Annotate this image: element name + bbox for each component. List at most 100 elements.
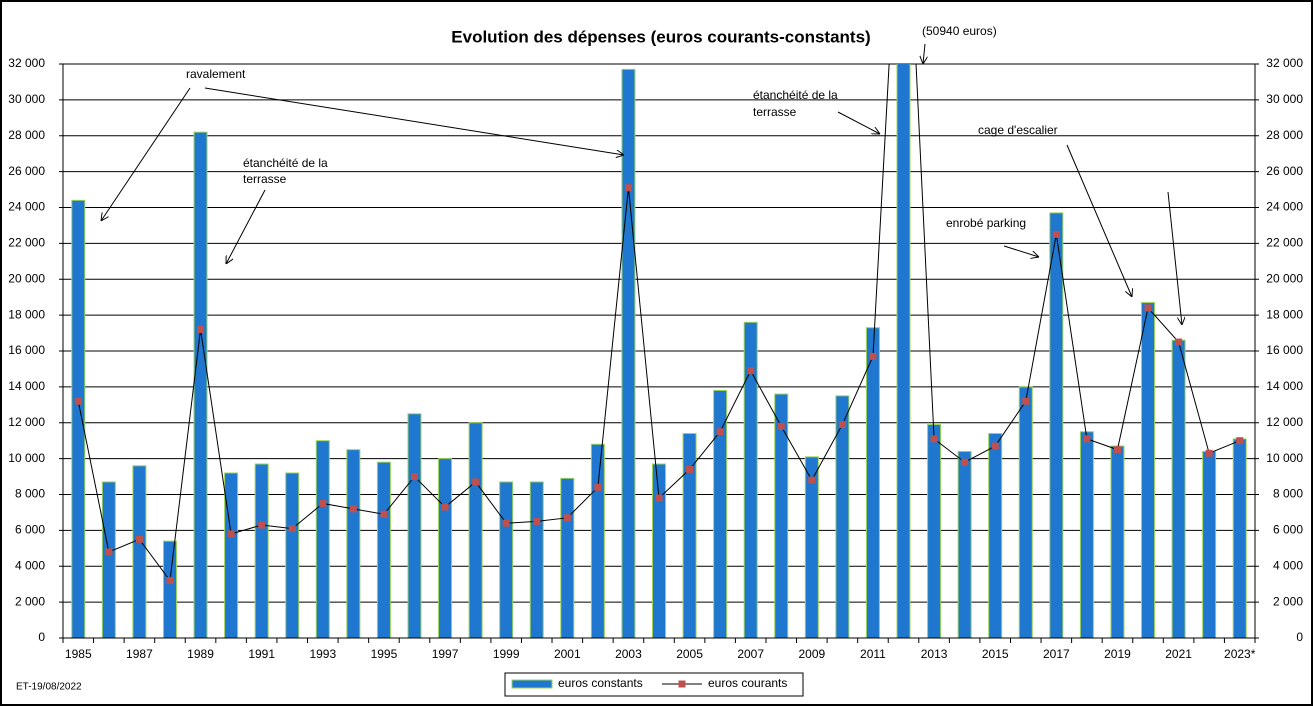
line-marker xyxy=(563,514,571,522)
x-tick-label: 1987 xyxy=(126,647,153,661)
y2-tick-label: 26 000 xyxy=(1266,164,1303,178)
arrow xyxy=(1066,144,1132,297)
y-tick-label: 20 000 xyxy=(8,271,45,285)
bar xyxy=(896,64,911,638)
bar xyxy=(1018,386,1033,638)
bar xyxy=(682,433,697,638)
y2-tick-label: 2 000 xyxy=(1273,594,1303,608)
line-marker xyxy=(349,505,357,513)
line-marker xyxy=(1052,230,1060,238)
y-tick-label: 12 000 xyxy=(8,415,45,429)
y-tick-label: 6 000 xyxy=(15,523,45,537)
x-tick-label: 2011 xyxy=(860,647,886,661)
y2-tick-label: 6 000 xyxy=(1273,523,1303,537)
arrow xyxy=(1167,191,1182,325)
bar xyxy=(254,463,269,638)
line-marker xyxy=(1205,449,1213,457)
bar xyxy=(529,481,544,638)
bar xyxy=(162,540,177,638)
x-tick-label: 2021 xyxy=(1165,647,1192,661)
arrow xyxy=(101,87,191,221)
y-tick-label: 10 000 xyxy=(8,451,45,465)
annotation: (50940 euros) xyxy=(922,24,997,38)
bar xyxy=(499,481,514,638)
bar xyxy=(713,389,728,638)
line-marker xyxy=(105,548,113,556)
y-tick-label: 8 000 xyxy=(15,487,45,501)
bar xyxy=(835,395,850,638)
line-marker xyxy=(838,421,846,429)
y-tick-label: 14 000 xyxy=(8,379,45,393)
line-marker xyxy=(258,521,266,529)
legend-box xyxy=(504,672,804,697)
line-marker xyxy=(227,530,235,538)
line-marker xyxy=(472,478,480,486)
y2-tick-label: 28 000 xyxy=(1266,128,1303,142)
y2-tick-label: 12 000 xyxy=(1266,415,1303,429)
legend-label: euros constants xyxy=(558,676,643,690)
annotation: ravalement xyxy=(186,67,246,81)
bar xyxy=(652,463,666,638)
y2-tick-label: 8 000 xyxy=(1273,487,1303,501)
bar xyxy=(1232,438,1247,638)
y-tick-label: 16 000 xyxy=(8,343,45,357)
line-marker xyxy=(533,517,541,525)
bar xyxy=(774,393,789,638)
bar xyxy=(590,443,605,638)
line-marker xyxy=(1144,304,1152,312)
annotation: terrasse xyxy=(753,105,797,119)
line-marker xyxy=(1113,446,1121,454)
line-marker xyxy=(197,325,205,333)
legend-swatch xyxy=(678,680,686,688)
bar xyxy=(927,424,942,638)
line-marker xyxy=(594,483,602,491)
chart-title: Evolution des dépenses (euros courants-c… xyxy=(451,27,870,46)
x-tick-label: 2023* xyxy=(1224,647,1256,661)
bar xyxy=(285,472,300,638)
arrow xyxy=(226,189,266,264)
axes: 0 2 000 4 000 6 000 8 000 10 000 12 000 14 000 1… xyxy=(8,56,1303,661)
bar xyxy=(1171,339,1186,638)
x-tick-label: 2001 xyxy=(554,647,581,661)
legend-swatch xyxy=(511,679,553,689)
bar xyxy=(988,433,1003,638)
x-tick-label: 2009 xyxy=(798,647,825,661)
bar xyxy=(468,422,483,638)
legend: euros constants euros courants xyxy=(504,672,804,697)
plot-marks xyxy=(71,64,1247,638)
x-tick-label: 2019 xyxy=(1104,647,1131,661)
x-tick-label: 1995 xyxy=(371,647,398,661)
line-marker xyxy=(502,519,510,527)
line-marker xyxy=(1175,338,1183,346)
line-marker xyxy=(991,442,999,450)
x-tick-label: 1989 xyxy=(187,647,214,661)
line-marker xyxy=(135,535,143,543)
legend-label: euros courants xyxy=(708,676,787,690)
y-tick-label: 2 000 xyxy=(15,594,45,608)
line-marker xyxy=(808,476,816,484)
y-tick-label: 22 000 xyxy=(8,236,45,250)
annotation: étanchéité de la xyxy=(243,156,328,170)
bar xyxy=(132,465,147,638)
line-marker xyxy=(441,503,449,511)
bar xyxy=(1049,212,1064,638)
x-tick-label: 2015 xyxy=(982,647,1009,661)
x-tick-label: 2013 xyxy=(921,647,948,661)
annotation: terrasse xyxy=(243,172,287,186)
line-marker xyxy=(686,465,694,473)
line-marker xyxy=(166,577,174,585)
bar xyxy=(346,449,361,638)
bar xyxy=(407,413,422,638)
line-marker xyxy=(1236,437,1244,445)
annotation: cage d'escalier xyxy=(978,123,1058,137)
line-marker xyxy=(319,499,327,507)
y-tick-label: 18 000 xyxy=(8,307,45,321)
y2-tick-label: 4 000 xyxy=(1273,558,1303,572)
y2-tick-label: 16 000 xyxy=(1266,343,1303,357)
y-tick-label: 30 000 xyxy=(8,92,45,106)
bar xyxy=(1202,450,1217,638)
y2-tick-label: 22 000 xyxy=(1266,236,1303,250)
y2-tick-label: 10 000 xyxy=(1266,451,1303,465)
bar xyxy=(957,450,972,638)
line-marker xyxy=(74,397,82,405)
